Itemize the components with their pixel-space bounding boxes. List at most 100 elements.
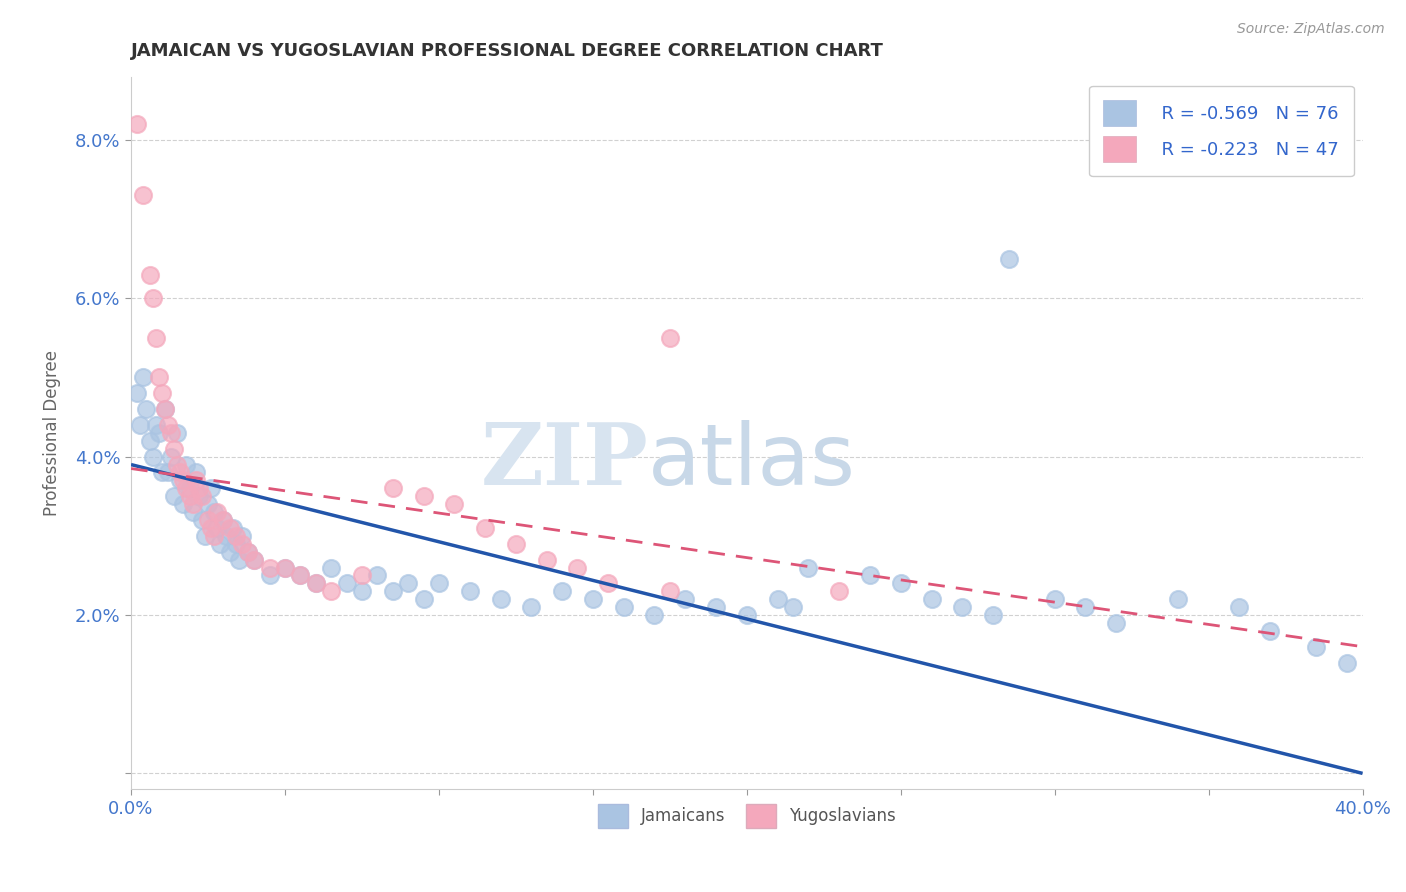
Point	[305, 576, 328, 591]
Point	[259, 560, 281, 574]
Point	[335, 576, 357, 591]
Point	[735, 607, 758, 622]
Point	[145, 331, 167, 345]
Point	[187, 481, 209, 495]
Point	[598, 576, 620, 591]
Point	[181, 497, 204, 511]
Point	[1336, 656, 1358, 670]
Y-axis label: Professional Degree: Professional Degree	[44, 350, 60, 516]
Point	[166, 458, 188, 472]
Text: JAMAICAN VS YUGOSLAVIAN PROFESSIONAL DEGREE CORRELATION CHART: JAMAICAN VS YUGOSLAVIAN PROFESSIONAL DEG…	[131, 42, 884, 60]
Point	[673, 592, 696, 607]
Point	[138, 268, 160, 282]
Point	[172, 497, 194, 511]
Point	[169, 466, 191, 480]
Legend: Jamaicans, Yugoslavians: Jamaicans, Yugoslavians	[591, 797, 903, 834]
Point	[209, 537, 232, 551]
Point	[218, 521, 240, 535]
Point	[1074, 600, 1097, 615]
Point	[166, 425, 188, 440]
Point	[197, 513, 219, 527]
Point	[202, 505, 225, 519]
Point	[225, 529, 247, 543]
Point	[132, 188, 155, 202]
Point	[184, 474, 207, 488]
Point	[1105, 615, 1128, 630]
Point	[150, 466, 173, 480]
Point	[321, 584, 343, 599]
Point	[231, 529, 253, 543]
Point	[191, 489, 214, 503]
Point	[828, 584, 851, 599]
Point	[207, 521, 229, 535]
Point	[950, 600, 973, 615]
Point	[567, 560, 589, 574]
Point	[181, 505, 204, 519]
Point	[797, 560, 820, 574]
Point	[536, 552, 558, 566]
Point	[156, 466, 179, 480]
Point	[176, 481, 198, 495]
Point	[135, 402, 157, 417]
Point	[782, 600, 804, 615]
Point	[981, 607, 1004, 622]
Point	[184, 466, 207, 480]
Point	[1305, 640, 1327, 654]
Point	[243, 552, 266, 566]
Point	[1167, 592, 1189, 607]
Point	[582, 592, 605, 607]
Point	[427, 576, 450, 591]
Point	[396, 576, 419, 591]
Point	[290, 568, 312, 582]
Point	[138, 434, 160, 448]
Point	[218, 544, 240, 558]
Point	[200, 521, 222, 535]
Point	[207, 505, 229, 519]
Point	[350, 584, 373, 599]
Point	[215, 529, 238, 543]
Point	[148, 425, 170, 440]
Point	[658, 331, 681, 345]
Point	[443, 497, 465, 511]
Point	[148, 370, 170, 384]
Point	[259, 568, 281, 582]
Point	[766, 592, 789, 607]
Point	[1043, 592, 1066, 607]
Point	[142, 450, 165, 464]
Text: Source: ZipAtlas.com: Source: ZipAtlas.com	[1237, 22, 1385, 37]
Point	[169, 474, 191, 488]
Point	[520, 600, 543, 615]
Point	[274, 560, 297, 574]
Point	[658, 584, 681, 599]
Point	[997, 252, 1019, 266]
Point	[458, 584, 481, 599]
Text: atlas: atlas	[648, 420, 856, 503]
Point	[153, 402, 176, 417]
Point	[160, 450, 183, 464]
Point	[179, 481, 201, 495]
Point	[1258, 624, 1281, 638]
Point	[202, 529, 225, 543]
Point	[150, 386, 173, 401]
Text: ZIP: ZIP	[481, 419, 648, 503]
Point	[350, 568, 373, 582]
Point	[129, 417, 152, 432]
Point	[160, 425, 183, 440]
Point	[127, 386, 149, 401]
Point	[153, 402, 176, 417]
Point	[163, 442, 186, 456]
Point	[412, 592, 434, 607]
Point	[305, 576, 328, 591]
Point	[236, 544, 259, 558]
Point	[381, 584, 404, 599]
Point	[179, 489, 201, 503]
Point	[194, 529, 217, 543]
Point	[412, 489, 434, 503]
Point	[921, 592, 943, 607]
Point	[1229, 600, 1251, 615]
Point	[366, 568, 388, 582]
Point	[321, 560, 343, 574]
Point	[172, 474, 194, 488]
Point	[643, 607, 665, 622]
Point	[489, 592, 512, 607]
